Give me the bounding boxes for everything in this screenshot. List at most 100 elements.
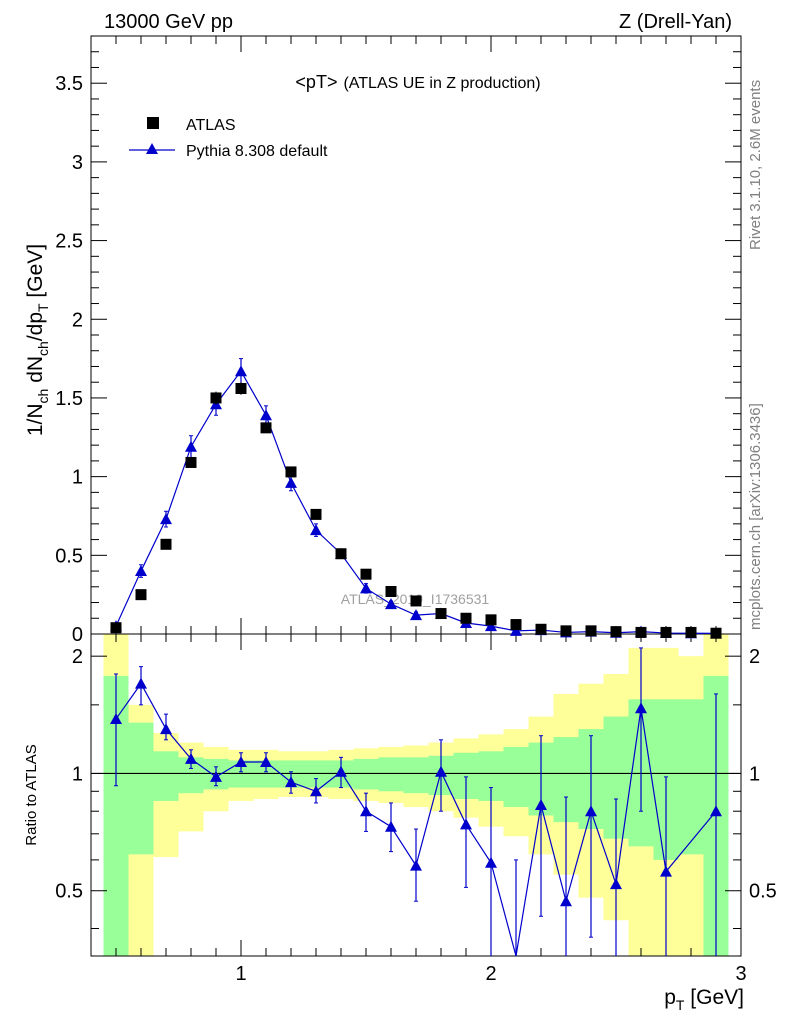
atlas-data-point (460, 612, 472, 624)
ratio-data-point (260, 756, 272, 768)
ylabel-part-a: 1/N (24, 403, 47, 436)
ratio-data-point (485, 856, 497, 868)
mc-data-point (285, 476, 297, 488)
ratio-band-inner (353, 758, 379, 790)
ratio-data-point (235, 756, 247, 768)
atlas-data-point (310, 508, 322, 520)
ylabel-sub-a: ch (35, 389, 51, 404)
x-tick-label: 1 (235, 963, 246, 985)
atlas-data-point (160, 538, 172, 550)
ylabel-sub-b: ch (35, 341, 51, 356)
xlabel-sub: T (676, 997, 685, 1013)
atlas-data-point (285, 466, 297, 478)
ratio-y-axis-label: Ratio to ATLAS (23, 744, 40, 845)
ratio-data-marks (110, 647, 722, 957)
ratio-data-point (710, 805, 722, 817)
ratio-data-point (335, 765, 347, 777)
main-y-tick-label: 3 (72, 152, 83, 174)
atlas-data-point (335, 548, 347, 560)
atlas-data-point (610, 626, 622, 638)
ratio-band-inner (403, 757, 429, 794)
ratio-band-inner (678, 699, 704, 855)
mc-data-point (310, 524, 322, 536)
atlas-data-point (435, 608, 447, 620)
atlas-data-point (660, 626, 672, 638)
mc-data-point (485, 620, 497, 632)
ratio-data-point (185, 752, 197, 764)
ratio-data-point (285, 776, 297, 788)
x-axis-label: pT [GeV] (664, 986, 744, 1013)
rivet-version-label: Rivet 3.1.10, 2.6M events (747, 80, 764, 250)
ratio-y-tick-label-right: 2 (749, 646, 760, 668)
atlas-data-point (135, 589, 147, 601)
atlas-data-point (710, 627, 722, 639)
mc-data-point (410, 609, 422, 621)
x-tick-label: 2 (485, 963, 496, 985)
ratio-data-point (585, 805, 597, 817)
atlas-data-point (385, 586, 397, 598)
legend-data-label: ATLAS (186, 117, 236, 134)
atlas-data-point (535, 623, 547, 635)
ratio-axes: 0.5 0.5 1 1 2 2 1 2 3 (55, 634, 777, 985)
main-y-tick-label: 0.5 (55, 545, 83, 567)
plot-subtitle: (ATLAS UE in Z production) (343, 75, 540, 92)
main-y-axis-label: 1/Nch dNch/dpT [GeV] (24, 244, 51, 436)
plot-title: <pT> (ATLAS UE in Z production) (295, 72, 540, 92)
main-y-tick-label: 1 (72, 467, 83, 489)
mc-data-point (385, 598, 397, 610)
main-y-tick-label: 3.5 (55, 73, 83, 95)
main-y-tick-label: 0 (72, 624, 83, 646)
ratio-data-point (560, 895, 572, 907)
ratio-y-tick-label: 0.5 (55, 881, 83, 903)
atlas-data-point (110, 622, 122, 634)
ratio-data-point (460, 818, 472, 830)
atlas-data-point (635, 626, 647, 638)
atlas-data-point (585, 625, 597, 637)
main-axes: 0 0.5 1 1.5 2 2.5 3 3.5 (55, 36, 741, 646)
legend-mc-marker (146, 143, 158, 154)
atlas-data-point (185, 456, 197, 468)
ylabel-sub-c: T (35, 303, 51, 312)
ratio-band-inner (503, 746, 529, 808)
x-tick-label: 3 (735, 963, 746, 985)
atlas-data-point (210, 392, 222, 404)
mc-data-point (235, 365, 247, 377)
plot-title-main: <pT> (295, 72, 337, 92)
main-y-tick-label: 2 (72, 309, 83, 331)
atlas-data-point (485, 614, 497, 626)
ratio-data-point (160, 723, 172, 735)
ylabel-part-b: dN (24, 356, 47, 389)
main-y-tick-label: 1.5 (55, 388, 83, 410)
main-y-tick-label: 2.5 (55, 231, 83, 253)
atlas-data-point (360, 568, 372, 580)
ratio-data-point (435, 765, 447, 777)
ratio-uncertainty-bands (103, 634, 729, 956)
ratio-data-point (535, 798, 547, 810)
header-right: Z (Drell-Yan) (619, 11, 732, 33)
xlabel-part-b: [GeV] (684, 986, 744, 1009)
ylabel-part-d: [GeV] (24, 244, 47, 304)
ratio-band-inner (378, 757, 404, 792)
mc-data-point (135, 565, 147, 577)
ratio-band-inner (128, 722, 154, 855)
atlas-data-point (510, 619, 522, 631)
ratio-data-point (110, 712, 122, 724)
atlas-data-point (410, 595, 422, 607)
ratio-data-point (410, 859, 422, 871)
ratio-y-tick-label-right: 1 (749, 763, 760, 785)
mc-data-point (510, 624, 522, 636)
main-plot-frame (90, 35, 742, 635)
mcplots-source-label: mcplots.cern.ch [arXiv:1306.3436] (747, 403, 764, 630)
ratio-y-tick-label: 1 (72, 763, 83, 785)
ratio-data-point (135, 677, 147, 689)
legend-mc-label: Pythia 8.308 default (186, 143, 328, 160)
mc-data-point (260, 409, 272, 421)
header-left: 13000 GeV pp (104, 11, 233, 33)
ratio-data-point (310, 785, 322, 797)
xlabel-part-a: p (664, 986, 676, 1009)
atlas-data-point (685, 626, 697, 638)
ratio-data-point (635, 702, 647, 714)
ratio-y-tick-label-right: 0.5 (749, 881, 777, 903)
ratio-data-point (210, 770, 222, 782)
